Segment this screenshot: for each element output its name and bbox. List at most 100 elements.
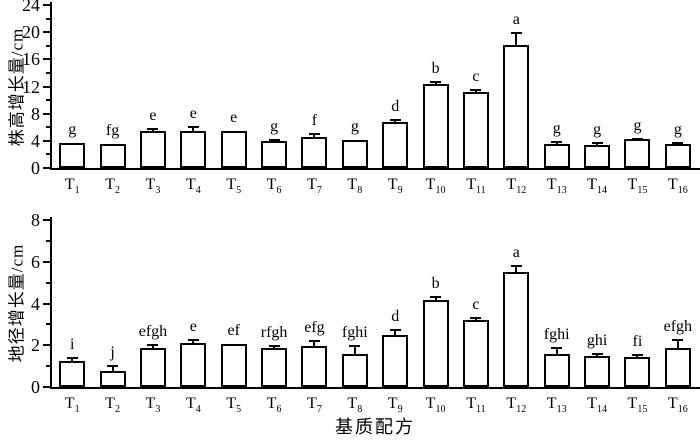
- category-subscript: 7: [316, 404, 322, 416]
- y-minor-tick: [46, 153, 50, 156]
- y-tick-label: 6: [31, 251, 40, 272]
- y-minor-tick: [46, 71, 50, 74]
- category-label-T4: T4: [186, 395, 201, 419]
- significance-letter: d: [391, 98, 400, 116]
- bar-T3: [139, 348, 166, 387]
- category-base: T: [266, 395, 277, 412]
- bar-T13: [543, 144, 570, 168]
- category-subscript: 10: [435, 404, 446, 416]
- y-major-tick: [43, 167, 50, 169]
- significance-letter: d: [391, 307, 400, 325]
- bar-T9: [382, 121, 409, 168]
- significance-letter: g: [350, 118, 359, 136]
- category-label-T1: T1: [65, 176, 80, 200]
- category-base: T: [627, 176, 638, 193]
- bar-T16: [664, 144, 691, 168]
- error-bar-cap: [470, 317, 482, 320]
- error-bar-cap: [268, 344, 280, 347]
- category-base: T: [64, 176, 75, 193]
- category-label-T4: T4: [186, 176, 201, 200]
- y-tick-label: 8: [31, 210, 40, 230]
- category-base: T: [185, 395, 196, 412]
- y-major-tick: [43, 139, 50, 142]
- category-subscript: 6: [276, 404, 282, 416]
- y-tick-label: 24: [22, 0, 40, 15]
- significance-letter: rfgh: [260, 323, 288, 341]
- category-subscript: 4: [195, 185, 201, 197]
- category-subscript: 15: [637, 404, 648, 416]
- category-base: T: [667, 176, 678, 193]
- y-minor-tick: [46, 365, 50, 368]
- category-subscript: 2: [114, 404, 120, 416]
- category-subscript: 4: [195, 404, 201, 416]
- significance-letter: fg: [105, 122, 120, 140]
- significance-letter: c: [472, 67, 480, 85]
- bar-T12: [503, 272, 530, 387]
- category-subscript: 3: [155, 185, 161, 197]
- significance-letter: g: [593, 121, 602, 139]
- bar-T10: [422, 300, 449, 387]
- error-bar-cap: [551, 140, 563, 143]
- category-subscript: 15: [637, 185, 648, 197]
- category-subscript: 9: [397, 404, 403, 416]
- category-base: T: [506, 395, 517, 412]
- significance-letter: fghi: [341, 324, 368, 342]
- category-label-T12: T12: [506, 176, 526, 200]
- category-base: T: [387, 395, 398, 412]
- significance-letter: e: [230, 109, 238, 127]
- bar-T7: [301, 346, 328, 387]
- category-subscript: 14: [596, 185, 607, 197]
- significance-letter: f: [311, 111, 318, 129]
- category-label-T6: T6: [267, 176, 282, 200]
- category-base: T: [266, 176, 277, 193]
- category-label-T15: T15: [628, 176, 648, 200]
- bar-T2: [99, 371, 126, 387]
- category-label-T13: T13: [547, 395, 567, 419]
- category-subscript: 16: [677, 185, 688, 197]
- y-major-tick: [43, 58, 50, 61]
- error-bar-whisker: [676, 340, 679, 349]
- category-label-T11: T11: [466, 395, 485, 419]
- category-subscript: 12: [516, 404, 527, 416]
- bar-T16: [664, 348, 691, 387]
- y-tick-label: 0: [31, 158, 40, 178]
- category-base: T: [466, 395, 477, 412]
- y-major-tick: [43, 85, 50, 88]
- y-axis-line: [50, 2, 52, 170]
- category-subscript: 7: [316, 185, 322, 197]
- y-tick-label: 16: [22, 49, 40, 70]
- error-bar-cap: [591, 353, 603, 356]
- category-subscript: 3: [155, 404, 161, 416]
- category-label-T9: T9: [388, 176, 403, 200]
- category-base: T: [425, 176, 436, 193]
- error-bar-cap: [308, 340, 320, 343]
- error-bar-whisker: [515, 265, 518, 273]
- category-label-T6: T6: [267, 395, 282, 419]
- category-subscript: 16: [677, 404, 688, 416]
- significance-letter: efgh: [663, 318, 693, 336]
- category-base: T: [425, 395, 436, 412]
- category-label-T8: T8: [347, 395, 362, 419]
- bar-T11: [462, 91, 489, 168]
- bar-T1: [59, 142, 86, 168]
- error-bar-cap: [591, 142, 603, 145]
- y-major-tick: [43, 31, 50, 34]
- y-tick-label: 4: [31, 293, 40, 314]
- error-bar-cap: [268, 138, 280, 141]
- category-base: T: [506, 176, 517, 193]
- category-label-T3: T3: [146, 395, 161, 419]
- y-major-tick: [43, 302, 50, 305]
- significance-letter: b: [431, 275, 440, 293]
- category-label-T15: T15: [628, 395, 648, 419]
- category-label-T9: T9: [388, 395, 403, 419]
- bar-T15: [624, 139, 651, 168]
- category-subscript: 13: [556, 185, 567, 197]
- significance-letter: e: [189, 104, 197, 122]
- significance-letter: g: [673, 121, 682, 138]
- category-subscript: 6: [276, 185, 282, 197]
- x-axis-line: [50, 168, 700, 170]
- significance-letter: c: [472, 296, 480, 314]
- bar-T8: [341, 353, 368, 387]
- bar-T5: [220, 131, 247, 168]
- category-label-T7: T7: [307, 395, 322, 419]
